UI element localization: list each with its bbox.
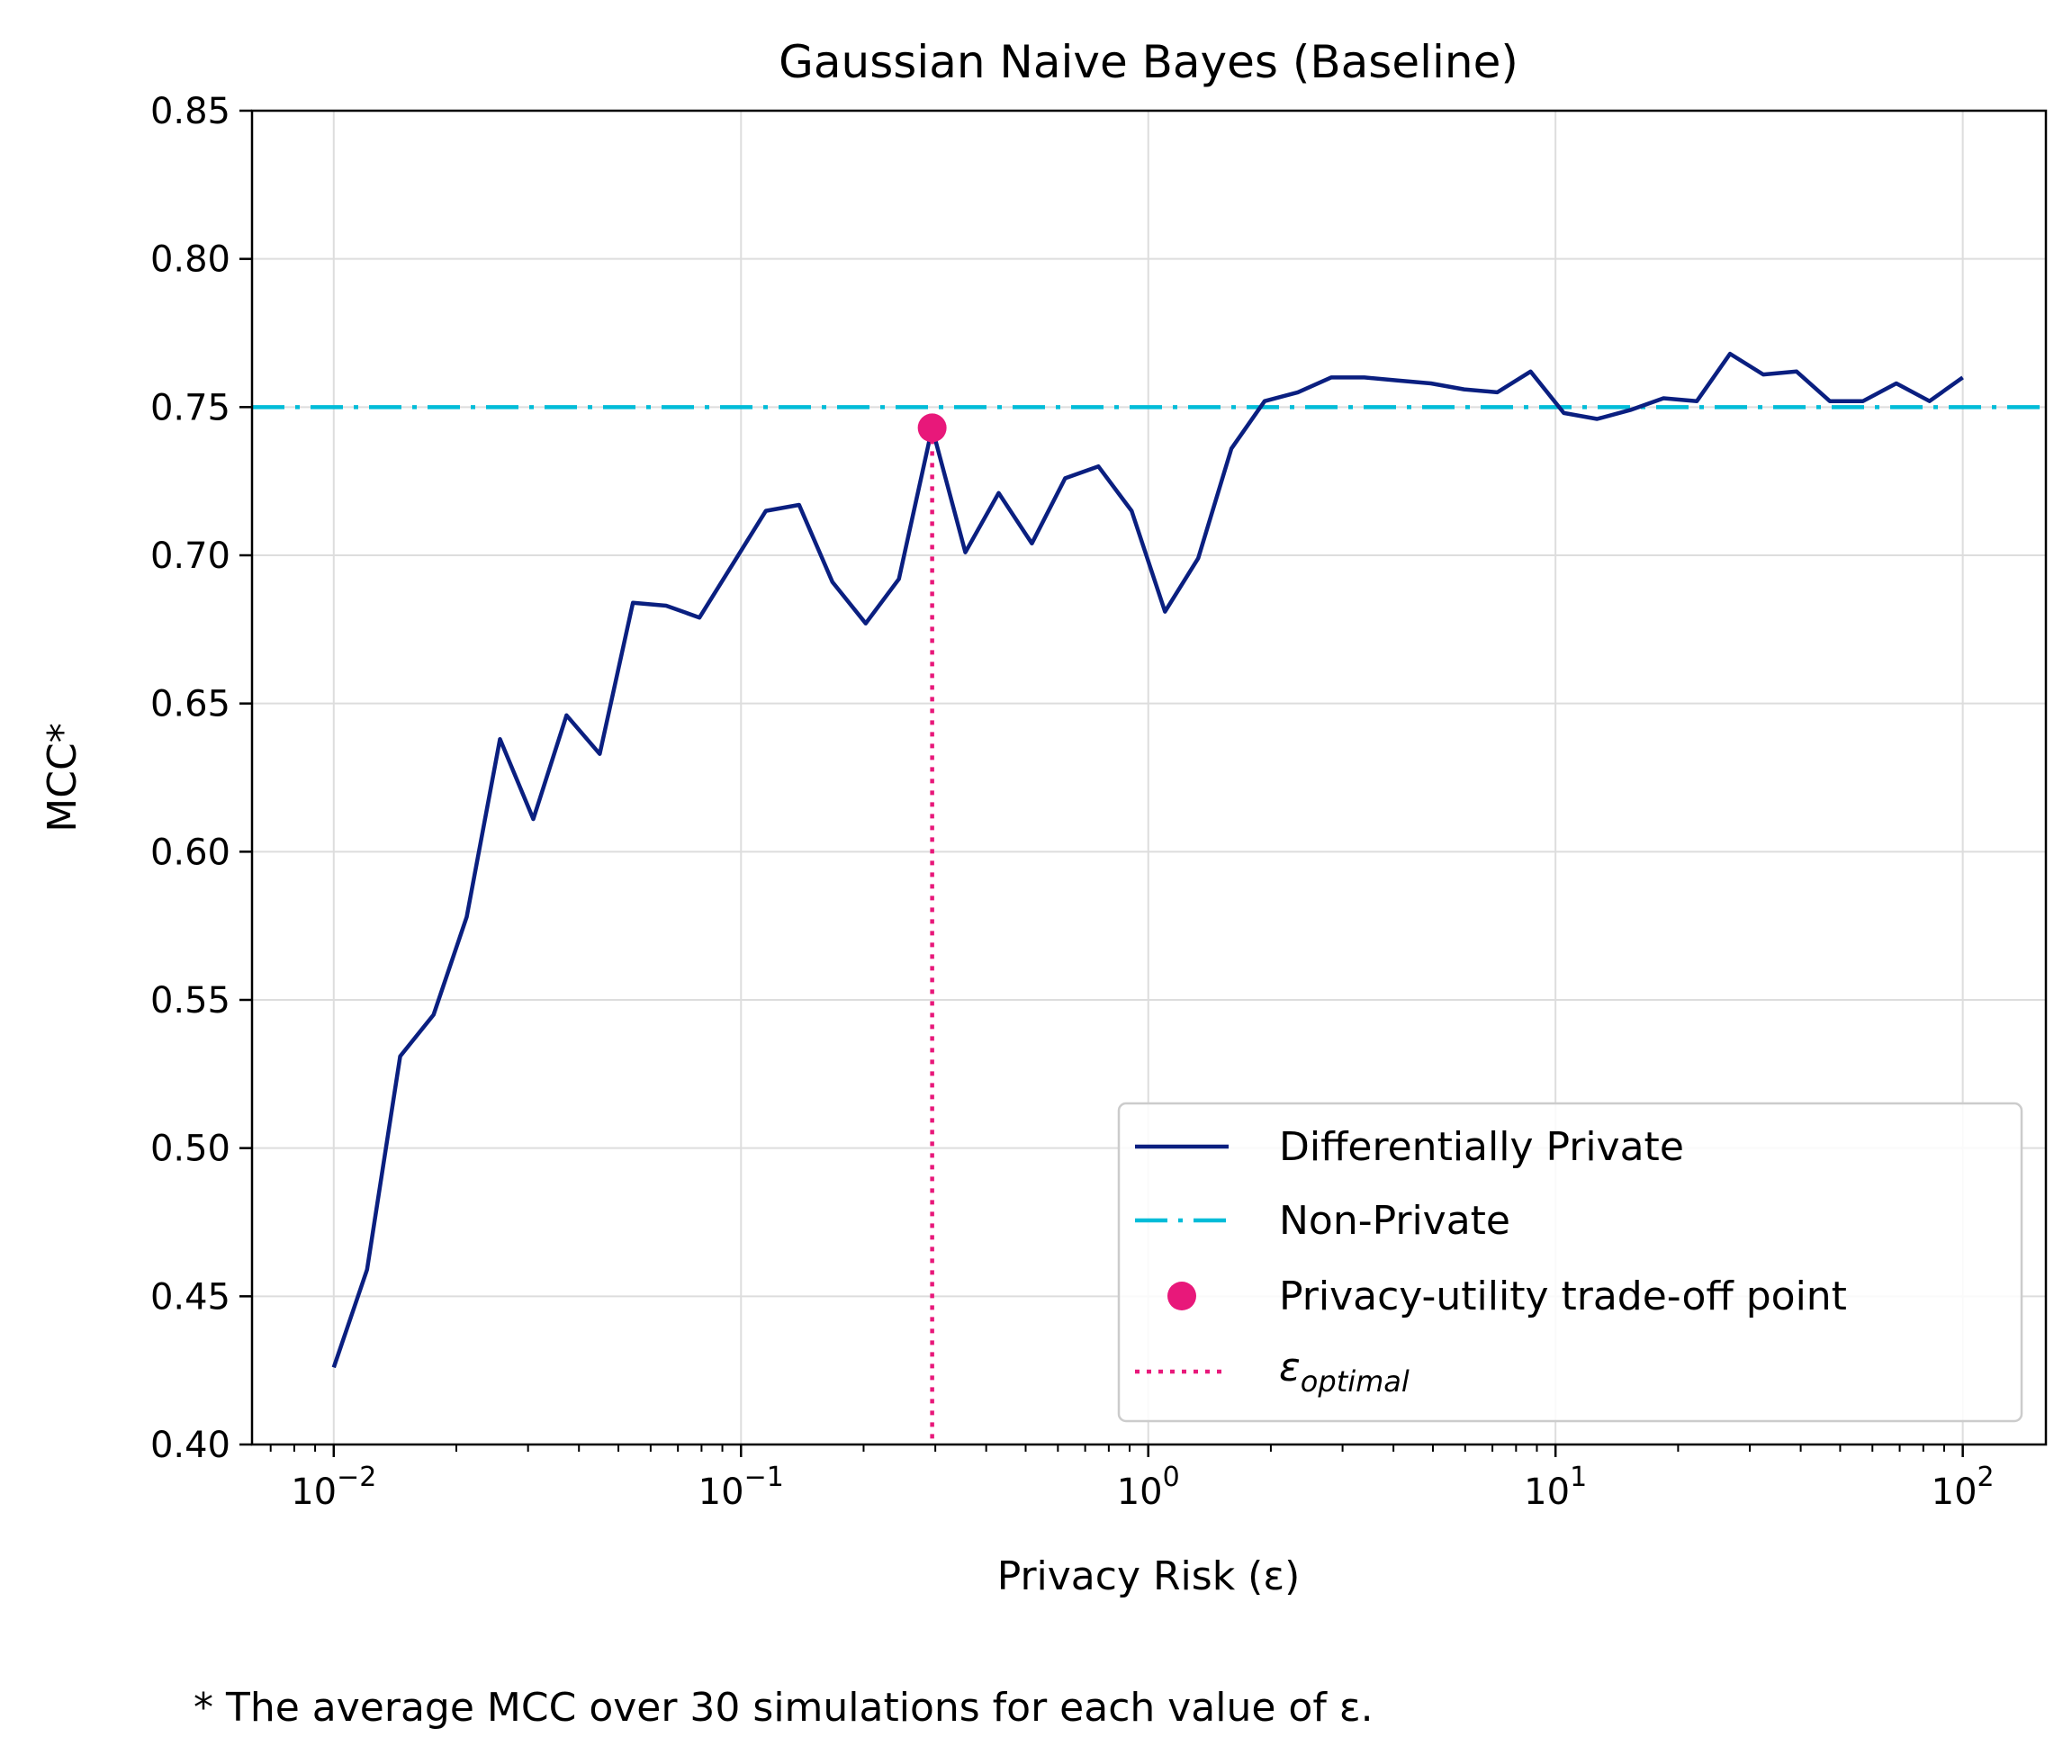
x-tick-base: 10 — [1932, 1472, 1977, 1513]
x-tick-base: 10 — [698, 1472, 744, 1513]
y-axis: 0.40 0.45 0.50 0.55 0.60 0.65 0.70 0.75 0.80 0.85 — [150, 91, 252, 1466]
trade-off-point — [917, 413, 947, 443]
chart-title: Gaussian Naive Bayes (Baseline) — [779, 36, 1518, 88]
x-tick-exponent: 2 — [1977, 1462, 1995, 1493]
plot-content — [252, 351, 2046, 1444]
legend-epsilon-subscript: optimal — [1301, 1364, 1410, 1399]
y-tick-label: 0.85 — [150, 91, 230, 132]
differentially-private-line — [331, 351, 1964, 1369]
x-tick-label: 102 — [1932, 1462, 1995, 1513]
legend-label-epsilon-optimal: εoptimal — [1279, 1345, 1410, 1399]
x-tick-label: 101 — [1524, 1462, 1587, 1513]
x-axis: 10−2 10−1 100 101 102 — [269, 1444, 1995, 1513]
y-tick-label: 0.45 — [150, 1276, 230, 1318]
x-tick-label: 100 — [1117, 1462, 1180, 1513]
x-tick-label: 10−2 — [291, 1462, 376, 1513]
legend-box — [1117, 1102, 2023, 1423]
x-axis-label: Privacy Risk (ε) — [997, 1553, 1301, 1599]
legend-label: Privacy-utility trade-off point — [1279, 1274, 1847, 1319]
y-axis-label: MCC* — [40, 723, 86, 832]
x-tick-label: 10−1 — [698, 1462, 784, 1513]
x-tick-exponent: 0 — [1163, 1462, 1180, 1493]
y-tick-label: 0.55 — [150, 980, 230, 1022]
y-tick-label: 0.80 — [150, 239, 230, 281]
y-tick-label: 0.50 — [150, 1129, 230, 1170]
y-tick-label: 0.60 — [150, 832, 230, 873]
legend-epsilon-symbol: ε — [1279, 1345, 1301, 1390]
y-tick-label: 0.70 — [150, 536, 230, 577]
x-tick-base: 10 — [1117, 1472, 1163, 1513]
y-tick-label: 0.40 — [150, 1425, 230, 1466]
x-tick-exponent: 1 — [1570, 1462, 1587, 1493]
x-tick-base: 10 — [291, 1472, 337, 1513]
legend-label: Non-Private — [1279, 1198, 1510, 1244]
legend-label: Differentially Private — [1279, 1124, 1684, 1170]
x-tick-base: 10 — [1524, 1472, 1570, 1513]
legend: Differentially Private Non-Private Privacy… — [1117, 1102, 2023, 1423]
x-tick-exponent: −2 — [337, 1462, 376, 1493]
x-tick-exponent: −1 — [744, 1462, 784, 1493]
y-tick-label: 0.65 — [150, 684, 230, 725]
footnote: * The average MCC over 30 simulations fo… — [194, 1685, 1374, 1731]
y-tick-label: 0.75 — [150, 387, 230, 428]
legend-handle-trade-off-point — [1167, 1282, 1196, 1310]
